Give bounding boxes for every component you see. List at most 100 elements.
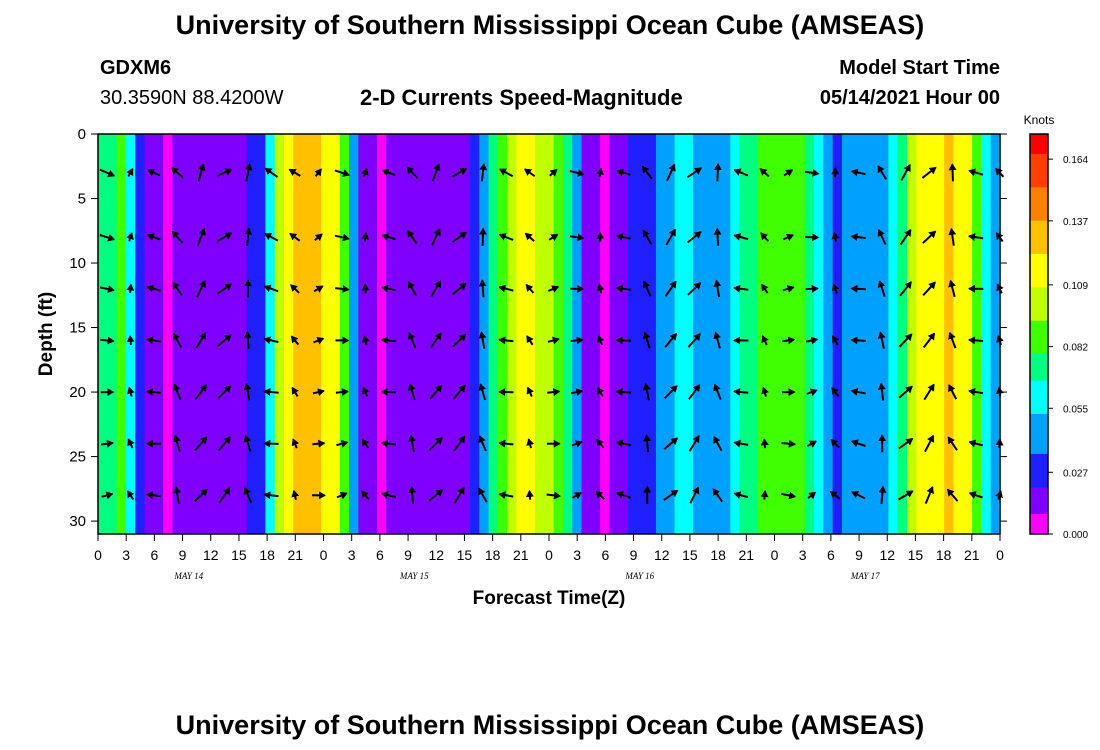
colorbar-band	[1030, 180, 1048, 188]
y-tick-label: 10	[69, 255, 86, 272]
x-axis-label: Forecast Time(Z)	[473, 588, 626, 609]
colorbar-band	[1030, 294, 1048, 302]
current-arrow	[548, 285, 560, 293]
current-arrow	[264, 232, 279, 242]
colorbar-band	[1030, 454, 1048, 462]
current-arrow	[478, 331, 487, 349]
heat-cell	[916, 134, 927, 534]
current-arrow	[334, 169, 350, 177]
colorbar-band	[1030, 354, 1048, 362]
current-arrow	[899, 281, 912, 297]
current-arrow	[428, 436, 443, 451]
colorbar-band	[1030, 387, 1048, 395]
current-arrow	[290, 284, 300, 294]
heat-cell	[730, 134, 741, 534]
current-arrow	[615, 233, 631, 241]
heat-cell	[451, 134, 462, 534]
current-arrow	[806, 388, 818, 397]
current-arrow	[499, 168, 514, 178]
current-arrow	[615, 284, 631, 293]
current-arrow	[478, 383, 487, 401]
current-arrow	[291, 438, 300, 449]
x-tick-label: 3	[799, 547, 807, 563]
current-arrow	[526, 335, 534, 346]
current-arrow	[147, 168, 161, 177]
x-tick-label: 15	[908, 547, 924, 563]
current-arrow	[948, 163, 957, 182]
current-arrow	[570, 388, 584, 397]
current-arrow	[968, 491, 983, 499]
current-arrow	[733, 387, 749, 396]
colorbar-band	[1030, 467, 1048, 475]
x-tick-label: 3	[122, 547, 130, 563]
current-arrow	[831, 231, 840, 242]
current-arrow	[922, 230, 937, 244]
current-arrow	[898, 437, 914, 450]
current-arrow	[831, 283, 840, 294]
current-arrow	[615, 439, 632, 448]
current-arrow	[314, 168, 322, 177]
current-arrow	[968, 439, 984, 448]
model-start-label: Model Start Time	[839, 57, 1000, 79]
colorbar-band	[1030, 527, 1048, 535]
current-arrow	[100, 439, 114, 448]
current-arrow	[146, 284, 161, 293]
current-arrow	[686, 231, 702, 244]
heat-cell	[953, 134, 964, 534]
current-arrow	[171, 167, 184, 179]
current-arrow	[850, 233, 866, 242]
current-arrow	[851, 491, 866, 500]
heat-cell	[944, 134, 955, 534]
current-arrow	[968, 387, 984, 396]
heat-cell	[311, 134, 322, 534]
x-tick-label: 18	[259, 547, 275, 563]
x-tick-label: 15	[682, 547, 698, 563]
current-arrow	[525, 283, 535, 294]
station-id: GDXM6	[100, 57, 172, 79]
current-arrow	[451, 231, 468, 243]
current-arrow	[924, 486, 934, 504]
heat-cell	[581, 134, 592, 534]
current-arrow	[243, 331, 252, 349]
heat-cell	[209, 134, 220, 534]
colorbar-tick-label: 0.000	[1063, 530, 1088, 541]
current-arrow	[733, 439, 749, 448]
current-arrow	[733, 491, 749, 499]
x-tick-label: 15	[231, 547, 247, 563]
current-arrow	[713, 163, 722, 182]
heat-cell	[618, 134, 629, 534]
current-arrow	[877, 280, 886, 297]
heat-cell	[841, 134, 852, 534]
current-arrow	[760, 438, 769, 449]
colorbar-band	[1030, 160, 1048, 168]
current-arrow	[381, 168, 396, 177]
heat-cell	[832, 134, 843, 534]
current-arrow	[713, 383, 722, 400]
current-arrow	[380, 439, 397, 448]
heat-cell	[721, 134, 731, 534]
current-arrow	[291, 386, 299, 397]
current-arrow	[524, 232, 535, 242]
x-tick-label: 12	[654, 547, 670, 563]
current-arrow	[498, 439, 514, 448]
heat-cell	[758, 134, 769, 534]
current-arrow	[194, 436, 208, 451]
heat-cell	[823, 134, 834, 534]
colorbar-band	[1030, 520, 1048, 528]
current-arrow	[642, 229, 653, 245]
current-arrow	[361, 232, 370, 242]
current-arrow	[615, 388, 631, 396]
colorbar-band	[1030, 320, 1048, 328]
heat-cell	[767, 134, 778, 534]
colorbar-band	[1030, 154, 1048, 162]
heat-cell	[665, 134, 676, 534]
colorbar-band	[1030, 487, 1048, 495]
current-arrow	[597, 335, 605, 346]
current-arrow	[760, 283, 769, 294]
heat-cell	[256, 134, 266, 534]
colorbar-band	[1030, 274, 1048, 282]
heat-cell	[107, 134, 118, 534]
current-arrow	[146, 336, 162, 345]
colorbar-band	[1030, 174, 1048, 182]
colorbar-band	[1030, 234, 1048, 242]
